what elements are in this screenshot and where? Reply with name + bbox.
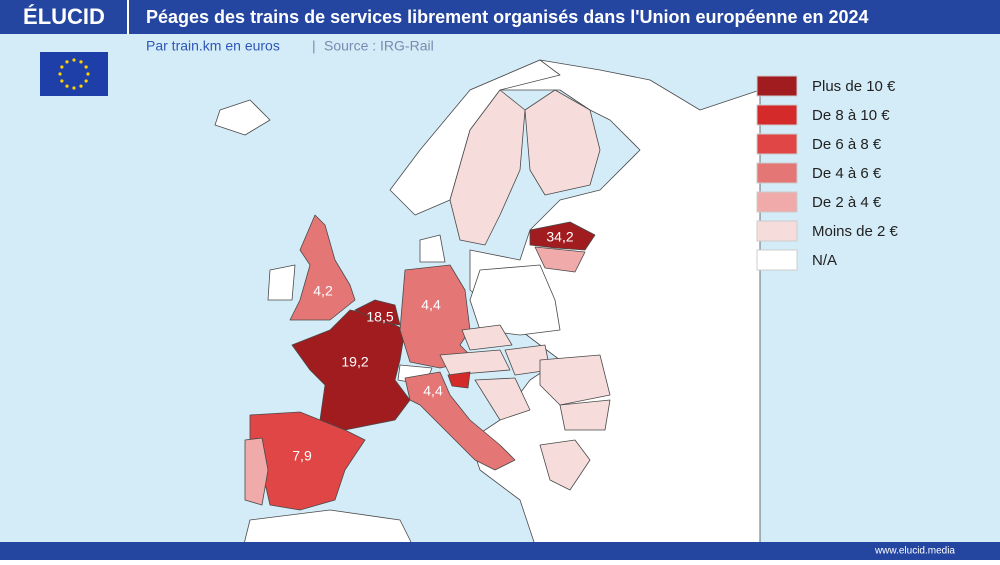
map-value-label: 4,2 bbox=[313, 283, 333, 299]
legend: Plus de 10 € De 8 à 10 € De 6 à 8 € De 4 à … bbox=[756, 75, 899, 271]
value-labels: 34,2 18,5 19,2 4,2 4,4 4,4 7,9 bbox=[292, 229, 574, 464]
map-value-label: 18,5 bbox=[366, 309, 393, 325]
legend-swatch bbox=[756, 191, 798, 213]
subtitle-bar bbox=[0, 34, 1000, 60]
flag-star bbox=[79, 60, 83, 64]
legend-label: Plus de 10 € bbox=[812, 78, 896, 95]
map-value-label: 4,4 bbox=[423, 383, 443, 399]
legend-label: N/A bbox=[812, 252, 837, 269]
flag-star bbox=[60, 79, 64, 83]
legend-swatch bbox=[756, 220, 798, 242]
flag-star bbox=[58, 72, 62, 76]
flag-star bbox=[84, 79, 88, 83]
flag-star bbox=[79, 84, 83, 88]
flag-star bbox=[84, 65, 88, 69]
legend-swatch bbox=[756, 249, 798, 271]
legend-swatch bbox=[756, 104, 798, 126]
map-value-label: 4,4 bbox=[421, 297, 441, 313]
legend-label: De 6 à 8 € bbox=[812, 136, 882, 153]
subtitle: Par train.km en euros bbox=[146, 38, 280, 54]
map-value-label: 34,2 bbox=[546, 229, 573, 245]
flag-star bbox=[72, 58, 76, 62]
legend-swatch bbox=[756, 133, 798, 155]
legend-swatch bbox=[756, 75, 798, 97]
brand: ÉLUCID bbox=[23, 4, 105, 29]
legend-label: Moins de 2 € bbox=[812, 223, 899, 240]
footer-bar bbox=[0, 542, 1000, 560]
source: Source : IRG-Rail bbox=[324, 38, 434, 54]
separator: | bbox=[312, 38, 316, 54]
logo-box bbox=[0, 0, 128, 34]
legend-label: De 4 à 6 € bbox=[812, 165, 882, 182]
title: Péages des trains de services librement … bbox=[146, 7, 869, 27]
map-value-label: 19,2 bbox=[341, 354, 368, 370]
flag-star bbox=[65, 84, 69, 88]
legend-label: De 8 à 10 € bbox=[812, 107, 890, 124]
flag-star bbox=[86, 72, 90, 76]
countries bbox=[244, 89, 611, 511]
legend-swatch bbox=[756, 162, 798, 184]
flag-star bbox=[60, 65, 64, 69]
flag-star bbox=[72, 86, 76, 90]
footer: www.elucid.media bbox=[874, 546, 955, 557]
map-value-label: 7,9 bbox=[292, 448, 312, 464]
flag-star bbox=[65, 60, 69, 64]
legend-label: De 2 à 4 € bbox=[812, 194, 882, 211]
eu-flag bbox=[40, 52, 108, 96]
land bbox=[214, 59, 761, 561]
header-bar bbox=[0, 0, 1000, 34]
